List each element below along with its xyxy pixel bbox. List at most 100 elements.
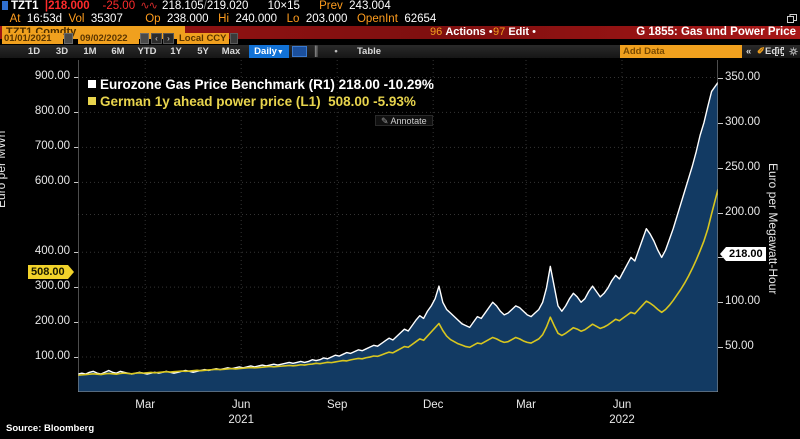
edit-label: Edit [508,26,530,38]
right-tick-250.00: 250.00 [725,160,761,173]
sparkline-icon: ∿∿ [138,0,159,12]
period-1m[interactable]: 1M [83,46,97,57]
openint-value: 62654 [404,13,437,25]
x-tick-mar-0: Mar [135,399,156,411]
annotate-button[interactable]: ✎ Annotate [375,115,433,126]
period-toolbar: 1D 3D 1M 6M YTD 1Y 5Y Max Daily▼ ║ • Tab… [0,45,800,70]
annotate-pencil-icon: ✎ [381,116,391,126]
actions-label: Actions [445,26,486,38]
legend-swatch-power [88,97,96,105]
volume-label: Vol [68,13,85,25]
period-3d[interactable]: 3D [55,46,69,57]
edit-menu[interactable]: 97 Edit • [493,26,536,39]
legend-value-gas: 218.00 [338,77,380,92]
x-year-2022: 2022 [609,414,635,426]
period-6m[interactable]: 6M [111,46,125,57]
left-tick-800.00: 800.00 [34,105,70,118]
legend-swatch-gas [88,80,96,88]
period-1d[interactable]: 1D [27,46,41,57]
volume-value: 35307 [90,13,123,25]
right-tick-300.00: 300.00 [725,115,761,128]
open-label: Op [145,13,161,25]
left-tick-mark [74,252,78,254]
right-tick-mark [718,212,723,214]
openint-label: OpenInt [356,13,398,25]
legend-row-gas: Eurozone Gas Price Benchmark (R1) 218.00… [88,76,434,93]
actions-menu[interactable]: 96 Actions • [430,26,493,39]
x-tick-sep-2: Sep [326,399,348,411]
x-tick-mar-4: Mar [516,399,536,411]
bid-ask-separator: / [203,0,207,12]
legend-name-power: German 1y ahead power price (L1) [100,94,321,109]
start-date-calendar-icon[interactable] [64,33,73,44]
add-data-input[interactable]: Add Data [620,45,742,58]
left-tick-600.00: 600.00 [34,175,70,188]
bid-ask-size: 10×15 [267,0,300,12]
period-5y[interactable]: 5Y [197,46,209,57]
x-tick-dec-3: Dec [422,399,444,411]
edit-number: 97 [493,26,506,38]
table-button[interactable]: Table [356,46,382,57]
expand-icon[interactable] [775,47,784,56]
left-tick-mark [74,112,78,114]
right-tick-mark [718,347,723,349]
restore-window-icon[interactable] [787,14,797,24]
bars-icon[interactable]: ║ [312,46,320,57]
right-tick-mark [718,167,723,169]
chart-type-icon[interactable] [292,46,307,57]
edit-dot: • [532,26,537,38]
date-range-row: 01/01/2021 09/02/2022 ‹ › Local CCY [0,33,800,44]
dot-icon[interactable]: • [334,46,338,57]
left-tick-300.00: 300.00 [34,280,70,293]
start-date-input[interactable]: 01/01/2021 [2,33,63,44]
period-max[interactable]: Max [221,46,241,57]
at-time: 16:53d [26,13,63,25]
shift-forward-arrow-icon[interactable]: › [163,33,174,44]
left-tick-mark [74,322,78,324]
high-label: Hi [218,13,230,25]
period-1y[interactable]: 1Y [170,46,182,57]
ask-price: 219.020 [206,0,249,12]
last-price: 218.000 [48,0,90,12]
legend-row-power: German 1y ahead power price (L1) 508.00 … [88,93,434,110]
legend-value-power: 508.00 [328,94,370,109]
low-label: Lo [286,13,300,25]
chart-function-title: G 1855: Gas und Power Price [636,26,796,38]
left-tick-700.00: 700.00 [34,140,70,153]
collapse-icon[interactable]: « [746,46,752,57]
left-tick-mark [74,182,78,184]
left-tick-mark [74,287,78,289]
legend-change-power: -5.93% [373,94,416,109]
gear-icon[interactable] [789,47,798,56]
x-tick-jun-1: Jun [231,399,251,411]
ticker-symbol[interactable]: TZT1 [11,0,39,12]
currency-selector[interactable]: Local CCY [177,33,229,44]
low-value: 203.000 [305,13,348,25]
annotate-label: Annotate [390,116,427,126]
price-change: -25.00 [102,0,136,12]
right-tick-350.00: 350.00 [725,70,761,83]
end-date-input[interactable]: 09/02/2022 [78,33,139,44]
chart-canvas[interactable]: Euro per MWh Euro per Megawatt-Hour 100.… [0,58,800,426]
shift-back-arrow-icon[interactable]: ‹ [151,33,162,44]
bid-price: 218.105 [162,0,204,12]
legend-change-gas: -10.29% [383,77,434,92]
left-tick-200.00: 200.00 [34,315,70,328]
currency-dropdown-icon[interactable] [230,33,238,44]
right-tick-50.00: 50.00 [725,340,754,353]
quote-row-primary: TZT1 |218.000 -25.00 ∿∿ 218.105/219.020 … [0,0,800,13]
right-tick-100.00: 100.00 [725,295,761,308]
right-tick-mark [718,122,723,124]
left-tick-400.00: 400.00 [34,245,70,258]
period-ytd[interactable]: YTD [137,46,157,57]
right-tick-mark [718,77,723,79]
end-date-calendar-icon[interactable] [140,33,149,44]
right-tick-200.00: 200.00 [725,205,761,218]
chart-legend: Eurozone Gas Price Benchmark (R1) 218.00… [88,76,434,110]
frequency-selector[interactable]: Daily▼ [249,45,289,58]
at-label: At [9,13,21,25]
right-axis-title: Euro per Megawatt-Hour [766,163,780,295]
pencil-icon[interactable]: ✐ [757,46,765,57]
right-axis-price-marker: 218.00 [720,247,766,262]
